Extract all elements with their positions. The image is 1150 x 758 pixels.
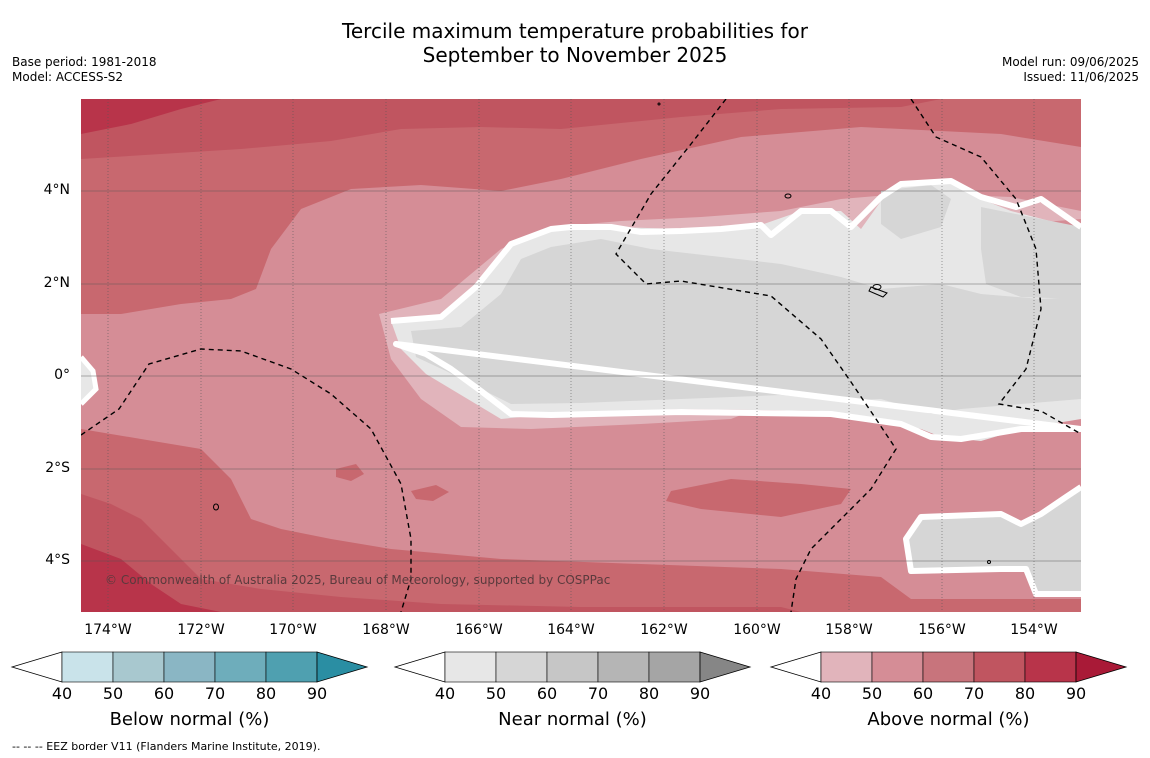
x-tick-166w: 166°W: [455, 622, 503, 638]
region-above-60-70-south-west: [81, 429, 1081, 612]
colorbar-tick: 60: [912, 684, 934, 703]
title-line-1: Tercile maximum temperature probabilitie…: [342, 19, 808, 43]
x-tick-158w: 158°W: [825, 622, 873, 638]
colorbar-tick: 80: [255, 684, 277, 703]
near-normal-boundary: [390, 178, 1081, 442]
islands: [213, 102, 991, 564]
colorbar-tick: 50: [485, 684, 507, 703]
colorbar-segment: [61, 651, 114, 683]
probability-map: © Commonwealth of Australia 2025, Bureau…: [81, 99, 1081, 612]
chart-title: Tercile maximum temperature probabilitie…: [0, 19, 1150, 67]
colorbar-extend-low: [769, 651, 822, 683]
x-tick-170w: 170°W: [269, 622, 317, 638]
colorbar-tick: 90: [689, 684, 711, 703]
colorbar-label: Below normal (%): [109, 709, 270, 730]
colorbar-extend-low: [393, 651, 446, 683]
x-tick-164w: 164°W: [547, 622, 595, 638]
region-near-50-60: [411, 239, 1081, 414]
colorbar-tick: 90: [1065, 684, 1087, 703]
colorbar-tick: 40: [51, 684, 73, 703]
colorbar-tick: 40: [434, 684, 456, 703]
colorbar-tick: 50: [861, 684, 883, 703]
region-above-70-80-north: [81, 99, 941, 159]
eez-footnote: -- -- -- EEZ border V11 (Flanders Marine…: [12, 740, 321, 753]
colorbar-segment: [546, 651, 599, 683]
colorbar-tick: 80: [1014, 684, 1036, 703]
x-tick-174w: 174°W: [84, 622, 132, 638]
colorbar-extend-low: [10, 651, 63, 683]
model-name: Model: ACCESS-S2: [12, 70, 124, 84]
colorbar-segment: [214, 651, 267, 683]
colorbar-tick: 70: [587, 684, 609, 703]
copyright-text: © Commonwealth of Australia 2025, Bureau…: [105, 573, 610, 587]
near-normal-boundary-west: [81, 355, 99, 406]
y-tick-2s: 2°S: [45, 460, 70, 476]
colorbar-segment: [820, 651, 873, 683]
meta-right: Model run: 09/06/2025 Issued: 11/06/2025: [1002, 55, 1139, 85]
colorbar-0: [10, 651, 369, 683]
colorbar-segment: [597, 651, 650, 683]
colorbar-tick: 70: [204, 684, 226, 703]
colorbar-segment: [163, 651, 216, 683]
colorbar-label: Above normal (%): [867, 709, 1030, 730]
colorbar-extend-high: [316, 651, 369, 683]
colorbar-extend-high: [699, 651, 752, 683]
colorbar-segment: [922, 651, 975, 683]
region-above-60-70-blob-2: [336, 464, 364, 481]
colorbar-tick: 60: [536, 684, 558, 703]
colorbar-segment: [495, 651, 548, 683]
colorbars: [10, 651, 1128, 683]
x-tick-156w: 156°W: [918, 622, 966, 638]
colorbar-2: [769, 651, 1128, 683]
x-tick-160w: 160°W: [733, 622, 781, 638]
colorbar-tick: 40: [810, 684, 832, 703]
issued-date: Issued: 11/06/2025: [1023, 70, 1139, 84]
y-tick-0: 0°: [54, 367, 70, 383]
y-tick-2n: 2°N: [43, 275, 70, 291]
region-above-60-70-blob-1: [411, 485, 449, 501]
near-normal-boundary-se: [903, 484, 1081, 597]
colorbar-tick: 80: [638, 684, 660, 703]
eez-borders: [81, 99, 1081, 612]
colorbar-tick: 60: [153, 684, 175, 703]
x-tick-168w: 168°W: [362, 622, 410, 638]
colorbar-segment: [1024, 651, 1077, 683]
y-tick-4n: 4°N: [43, 182, 70, 198]
colorbar-extend-high: [1075, 651, 1128, 683]
x-tick-172w: 172°W: [177, 622, 225, 638]
y-tick-4s: 4°S: [45, 552, 70, 568]
colorbar-segment: [648, 651, 701, 683]
colorbar-segment: [973, 651, 1026, 683]
colorbar-tick: 70: [963, 684, 985, 703]
colorbar-1: [393, 651, 752, 683]
region-near-50-60-ne: [881, 185, 951, 239]
x-tick-154w: 154°W: [1010, 622, 1058, 638]
region-near-50-60-east: [981, 207, 1081, 299]
meta-left: Base period: 1981-2018 Model: ACCESS-S2: [12, 55, 157, 85]
title-line-2: September to November 2025: [422, 43, 728, 67]
x-tick-162w: 162°W: [640, 622, 688, 638]
colorbar-tick: 90: [306, 684, 328, 703]
region-above-60-70-north: [81, 99, 1081, 314]
colorbar-segment: [871, 651, 924, 683]
region-above-80-90-north: [81, 99, 221, 134]
base-period: Base period: 1981-2018: [12, 55, 157, 69]
region-above-60-70-south-mid: [666, 479, 851, 517]
graticule-parallels: [81, 190, 1081, 562]
model-run: Model run: 09/06/2025: [1001, 55, 1139, 69]
colorbar-segment: [112, 651, 165, 683]
colorbar-segment: [265, 651, 318, 683]
colorbar-segment: [444, 651, 497, 683]
colorbar-tick: 50: [102, 684, 124, 703]
colorbar-label: Near normal (%): [498, 709, 647, 730]
